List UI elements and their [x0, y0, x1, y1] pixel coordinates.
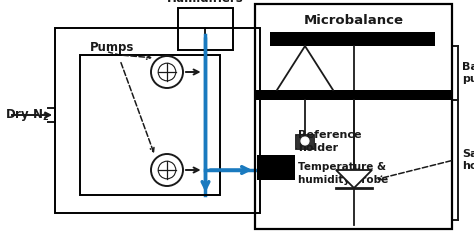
Circle shape: [151, 154, 183, 186]
Text: Humidifiers: Humidifiers: [167, 0, 244, 5]
Circle shape: [151, 56, 183, 88]
Bar: [297, 136, 313, 148]
Circle shape: [158, 63, 176, 81]
Bar: [257, 155, 295, 180]
Circle shape: [158, 161, 176, 179]
Text: Reference
holder: Reference holder: [298, 130, 362, 153]
Text: Dry N$_\mathbf{2}$: Dry N$_\mathbf{2}$: [5, 107, 49, 123]
Bar: [270, 32, 435, 46]
Bar: [255, 4, 452, 229]
Bar: [80, 55, 220, 195]
Bar: [296, 135, 314, 149]
Text: Balance
purge: Balance purge: [462, 62, 474, 84]
Bar: [255, 90, 452, 100]
Text: Temperature &
humidity probe: Temperature & humidity probe: [298, 162, 388, 185]
Bar: [178, 8, 233, 50]
Circle shape: [301, 137, 309, 145]
Text: Sample
holder: Sample holder: [462, 149, 474, 171]
Text: Pumps: Pumps: [90, 40, 134, 54]
Polygon shape: [336, 170, 372, 188]
Bar: [55, 28, 260, 213]
Text: Microbalance: Microbalance: [304, 14, 404, 27]
